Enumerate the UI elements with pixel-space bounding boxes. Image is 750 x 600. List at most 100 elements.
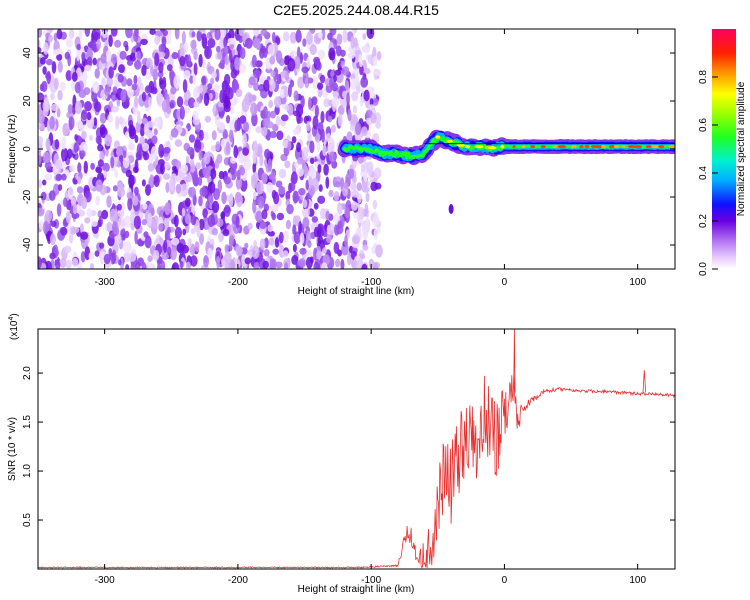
noise-cell — [296, 260, 305, 267]
noise-cell — [128, 252, 137, 262]
noise-cell — [186, 147, 195, 156]
noise-cell — [261, 209, 268, 220]
noise-cell — [342, 90, 347, 99]
noise-cell — [84, 101, 92, 112]
noise-cell — [102, 162, 110, 172]
noise-cell — [224, 251, 232, 264]
noise-cell — [186, 173, 192, 183]
noise-cell — [365, 109, 373, 119]
noise-cell — [158, 223, 164, 232]
noise-cell — [80, 251, 86, 263]
noise-cell — [312, 75, 319, 90]
noise-cell — [372, 199, 377, 210]
noise-cell — [180, 183, 189, 197]
noise-cell — [141, 142, 150, 152]
noise-cell — [134, 29, 139, 38]
noise-cell — [123, 241, 132, 254]
noise-cell — [94, 68, 100, 79]
noise-cell — [349, 168, 355, 179]
noise-cell — [274, 96, 282, 108]
signal-peak — [488, 146, 497, 150]
noise-cell — [141, 262, 147, 269]
noise-cell — [234, 57, 241, 71]
noise-cell — [225, 114, 231, 124]
noise-cell — [112, 86, 118, 95]
noise-cell — [262, 106, 268, 119]
noise-cell — [103, 253, 111, 265]
y-tick-label: 20 — [22, 95, 33, 107]
noise-cell — [128, 174, 135, 189]
noise-cell — [313, 202, 319, 210]
colorbar-tick-label: 0.4 — [698, 166, 709, 180]
noise-cell — [163, 146, 171, 154]
noise-cell — [119, 50, 127, 60]
noise-cell — [134, 186, 139, 195]
noise-cell — [38, 154, 42, 165]
noise-cell — [164, 202, 171, 216]
noise-cell — [40, 57, 46, 65]
noise-cell — [260, 126, 268, 137]
noise-cell — [241, 253, 246, 268]
noise-cell — [95, 135, 101, 145]
noise-cell — [99, 242, 105, 249]
noise-cell — [97, 219, 102, 228]
noise-cell — [183, 69, 191, 80]
noise-cell — [190, 255, 198, 267]
noise-cell — [275, 261, 283, 269]
noise-cell — [269, 110, 276, 119]
noise-cell — [332, 96, 340, 108]
noise-cell — [134, 95, 139, 108]
noise-cell — [152, 250, 160, 261]
noise-cell — [67, 148, 73, 159]
noise-cell — [45, 209, 53, 223]
noise-cell — [158, 61, 164, 74]
noise-cell — [224, 54, 230, 65]
noise-cell — [255, 60, 263, 68]
signal-peak — [584, 145, 590, 149]
noise-cell — [130, 261, 135, 269]
noise-cell — [179, 260, 184, 269]
noise-cell — [242, 147, 250, 156]
noise-cell — [45, 72, 51, 80]
noise-cell — [366, 29, 375, 39]
noise-cell — [216, 153, 223, 164]
noise-cell — [61, 173, 67, 181]
noise-cell — [141, 91, 147, 102]
noise-cell — [282, 250, 289, 258]
noise-cell — [185, 261, 191, 269]
noise-cell — [42, 220, 50, 235]
noise-cell — [184, 197, 191, 207]
noise-cell — [166, 64, 173, 72]
noise-cell — [209, 168, 217, 180]
noise-cell — [38, 179, 43, 189]
noise-cell — [110, 53, 118, 65]
noise-cell — [215, 141, 221, 152]
noise-cell — [184, 213, 192, 225]
noise-cell — [309, 44, 317, 56]
noise-cell — [344, 234, 348, 249]
noise-cell — [71, 80, 76, 91]
noise-cell — [115, 58, 124, 66]
noise-cell — [340, 60, 345, 68]
noise-cell — [371, 98, 379, 107]
noise-cell — [269, 131, 277, 139]
noise-cell — [351, 201, 358, 211]
noise-cell — [283, 262, 289, 269]
noise-cell — [173, 75, 181, 89]
noise-cell — [132, 195, 139, 206]
y-multiplier-label: (x104) — [8, 313, 20, 340]
noise-cell — [337, 113, 343, 127]
noise-cell — [187, 54, 192, 68]
noise-cell — [145, 184, 151, 196]
noise-cell — [42, 151, 51, 164]
noise-cell — [306, 56, 311, 69]
noise-cell — [199, 233, 204, 245]
noise-cell — [267, 230, 275, 237]
signal-peak — [658, 145, 665, 149]
noise-cell — [118, 216, 126, 230]
noise-cell — [305, 179, 310, 191]
noise-cell — [211, 71, 217, 79]
noise-cell — [268, 99, 274, 109]
noise-cell — [67, 104, 73, 114]
noise-cell — [260, 29, 268, 36]
